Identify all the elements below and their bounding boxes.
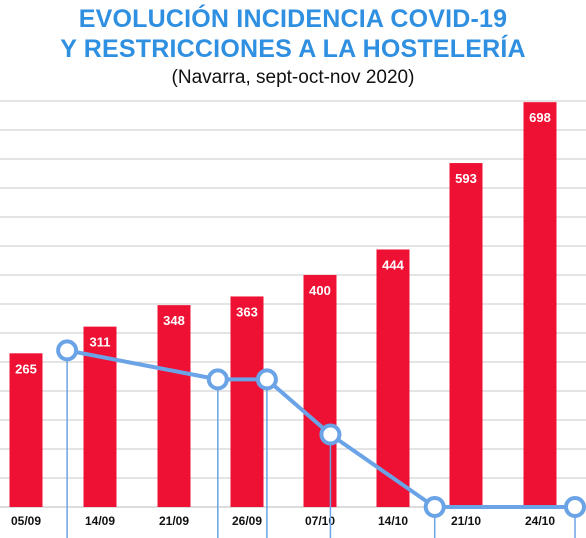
bar-value-label: 348 xyxy=(163,313,185,328)
title-block: EVOLUCIÓN INCIDENCIA COVID-19 Y RESTRICC… xyxy=(0,4,586,90)
line-marker xyxy=(423,496,446,518)
x-tick-label: 21/09 xyxy=(159,514,189,528)
chart-title-line-1: EVOLUCIÓN INCIDENCIA COVID-19 xyxy=(78,5,508,33)
line-marker xyxy=(319,423,342,446)
bar-value-label: 444 xyxy=(382,257,404,272)
bar-value-label: 400 xyxy=(309,283,331,298)
restrictions-line xyxy=(66,348,575,509)
x-tick-label: 21/10 xyxy=(451,514,481,528)
bar-value-label: 593 xyxy=(455,171,477,186)
x-tick-label: 07/10 xyxy=(305,514,335,528)
chart-title-line-2: Y RESTRICCIONES A LA HOSTELERÍA xyxy=(60,35,526,63)
bar xyxy=(523,102,557,507)
line-marker xyxy=(564,496,586,518)
bar-value-label: 363 xyxy=(236,304,258,319)
bar xyxy=(230,296,264,507)
x-tick-label: 24/10 xyxy=(525,514,555,528)
bar xyxy=(157,305,191,507)
bar xyxy=(449,163,483,507)
bar xyxy=(9,353,43,507)
x-tick-label: 26/09 xyxy=(232,514,262,528)
x-tick-label: 14/09 xyxy=(85,514,115,528)
line-marker xyxy=(255,368,278,391)
bar-value-label: 698 xyxy=(529,110,551,125)
bar xyxy=(303,275,337,507)
bar-value-label: 265 xyxy=(15,361,37,376)
chart-subtitle: (Navarra, sept-oct-nov 2020) xyxy=(171,67,415,88)
x-tick-label: 05/09 xyxy=(11,514,41,528)
x-tick-label: 14/10 xyxy=(378,514,408,528)
line-marker xyxy=(56,339,79,362)
bar xyxy=(376,249,410,508)
line-marker xyxy=(206,368,229,391)
bar-value-label: 311 xyxy=(90,335,111,350)
